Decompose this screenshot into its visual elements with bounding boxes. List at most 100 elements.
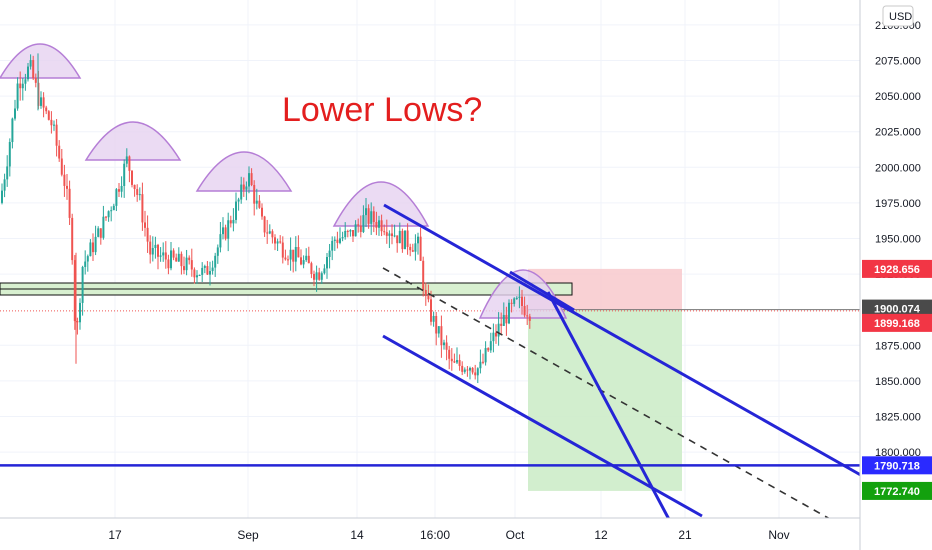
candle-body <box>203 266 206 268</box>
candle-body <box>45 107 48 112</box>
candle-body <box>365 208 367 216</box>
candle-body <box>313 273 315 280</box>
candle-body <box>326 256 328 269</box>
candle-body <box>336 239 339 243</box>
candle-body <box>118 189 120 192</box>
candle-body <box>47 111 50 120</box>
candle-body <box>261 207 263 217</box>
candle-body <box>68 188 71 218</box>
candle-body <box>398 230 401 244</box>
candle-body <box>94 236 97 253</box>
y-tick-label: 2050.000 <box>875 91 921 103</box>
candle-body <box>14 108 16 119</box>
candle-body <box>206 266 209 275</box>
candle-body <box>417 236 419 244</box>
candle-body <box>344 230 347 238</box>
candle-body <box>479 361 482 369</box>
candle-body <box>482 361 484 363</box>
candle-body <box>131 170 133 185</box>
peak-arc[interactable] <box>84 121 182 161</box>
candle-body <box>406 230 409 247</box>
candle-body <box>89 242 92 257</box>
candle-body <box>422 260 425 291</box>
candle-body <box>300 257 302 265</box>
candle-body <box>315 272 318 280</box>
steep-trendline[interactable] <box>546 291 674 526</box>
candle-body <box>128 156 131 171</box>
candle-body <box>266 232 269 234</box>
candle-body <box>523 305 526 316</box>
candle-body <box>466 369 469 371</box>
candle-body <box>276 241 279 244</box>
peak-arc[interactable] <box>332 181 430 227</box>
candle-body <box>492 332 495 342</box>
price-tag <box>862 481 932 500</box>
breakout-trendline[interactable] <box>509 270 575 312</box>
candle-body <box>3 179 6 191</box>
candle-body <box>432 315 435 322</box>
candle-body <box>424 290 427 297</box>
candle-body <box>149 241 152 255</box>
candle-body <box>170 250 172 269</box>
candle-body <box>487 348 490 351</box>
currency-label: USD <box>889 11 912 23</box>
x-tick-label: 14 <box>350 528 364 542</box>
candle-body <box>414 243 417 252</box>
price-tag-label: 1899.168 <box>874 318 920 330</box>
candle-body <box>393 235 396 237</box>
candle-body <box>240 184 243 200</box>
candle-body <box>79 302 81 323</box>
y-tick-label: 2025.000 <box>875 127 921 139</box>
candle-body <box>248 173 250 187</box>
candle-body <box>458 360 461 366</box>
price-tag-label: 1900.074 <box>874 304 921 316</box>
candle-body <box>505 314 508 324</box>
candle-body <box>289 249 292 260</box>
candle-body <box>136 189 139 195</box>
peak-arc[interactable] <box>0 43 82 79</box>
candle-body <box>305 255 308 261</box>
candle-body <box>115 189 118 206</box>
candle-body <box>495 332 497 337</box>
candle-body <box>55 124 58 146</box>
y-tick-label: 1975.000 <box>875 198 921 210</box>
channel-lower-line[interactable] <box>382 334 703 518</box>
candle-body <box>443 342 445 346</box>
peak-arc[interactable] <box>195 151 293 192</box>
candle-body <box>110 210 113 212</box>
candle-body <box>92 242 94 253</box>
candle-body <box>242 184 245 190</box>
candle-body <box>404 230 406 250</box>
currency-badge[interactable] <box>882 5 914 27</box>
candle-body <box>370 211 373 224</box>
candle-body <box>60 158 63 175</box>
candle-body <box>461 365 464 372</box>
y-tick-label: 1875.000 <box>875 340 921 352</box>
candle-body <box>469 367 471 371</box>
candle-body <box>154 244 157 249</box>
candle-body <box>29 60 32 67</box>
candle-body <box>401 230 404 250</box>
y-tick-label: 1825.000 <box>875 412 921 424</box>
candle-body <box>474 372 477 376</box>
x-tick-label: Sep <box>237 528 259 542</box>
candle-body <box>518 296 521 298</box>
candle-body <box>339 238 341 243</box>
peak-arc[interactable] <box>478 269 568 319</box>
candle-body <box>367 208 370 224</box>
candle-body <box>430 299 432 322</box>
candle-body <box>229 220 232 224</box>
candle-body <box>419 236 422 261</box>
candle-body <box>445 342 448 350</box>
candle-body <box>164 252 167 260</box>
candle-body <box>448 349 451 359</box>
time-axis-panel <box>0 518 860 550</box>
candle-body <box>456 360 458 363</box>
candle-body <box>146 227 149 242</box>
x-tick-label: 17 <box>108 528 122 542</box>
channel-upper-line[interactable] <box>383 203 867 480</box>
candle-body <box>125 156 128 164</box>
candle-body <box>440 326 443 346</box>
x-tick-label: Oct <box>506 528 525 542</box>
